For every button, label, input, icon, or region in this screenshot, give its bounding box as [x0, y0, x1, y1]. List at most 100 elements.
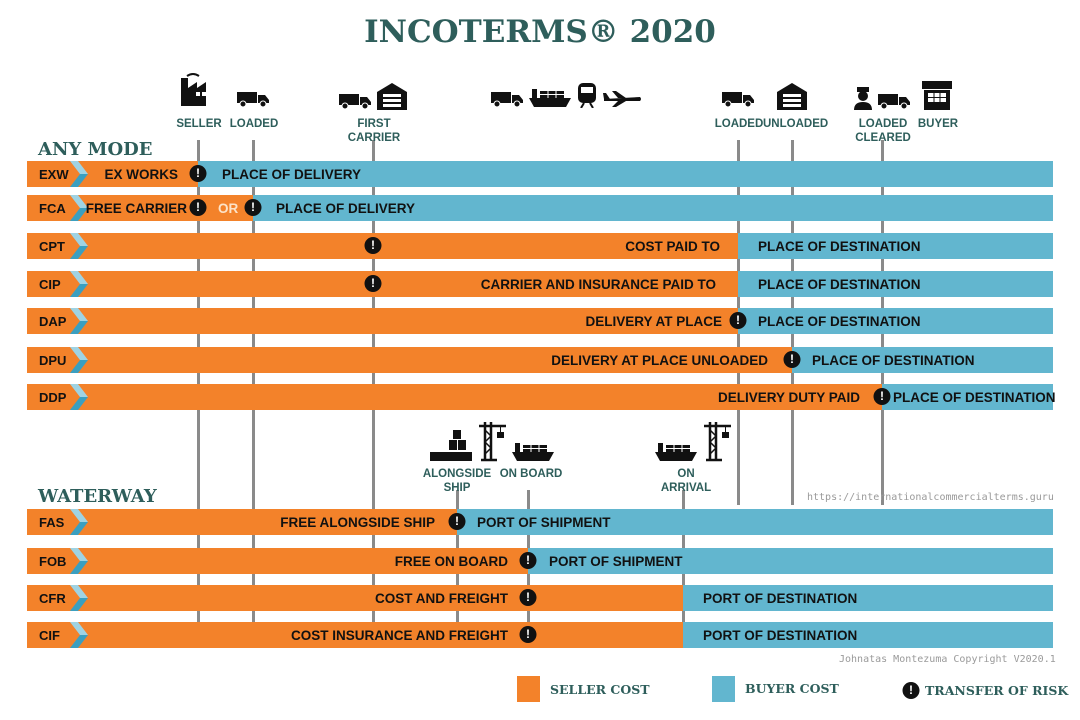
transfer-of-risk-icon: !	[364, 275, 382, 292]
seller-term-text: COST PAID TO	[625, 239, 720, 254]
seller-cost-segment	[27, 233, 738, 259]
seller-term-text: DELIVERY DUTY PAID	[717, 390, 860, 405]
seller-cost-segment	[27, 509, 457, 535]
term-row-fob: FOB FREE ON BOARD PORT OF SHIPMENT!	[27, 548, 1053, 574]
seller-cost-segment	[27, 195, 253, 221]
legend-risk-label: TRANSFER OF RISK	[925, 683, 1069, 698]
term-row-dap: DAP DELIVERY AT PLACE PLACE OF DESTINATION…	[27, 308, 1053, 334]
source-url: https://internationalcommercialterms.gur…	[807, 492, 1054, 503]
truck-icon	[236, 88, 270, 108]
buyer-term-text: PLACE OF DESTINATION	[758, 314, 921, 329]
transfer-of-risk-icon: !	[519, 552, 537, 569]
buyer-term-text: PLACE OF DELIVERY	[222, 167, 362, 182]
term-code: FCA	[39, 201, 66, 216]
milestone-label: ALONGSIDE SHIP	[422, 468, 492, 494]
truck-icon	[721, 88, 755, 108]
term-code: DDP	[39, 390, 67, 405]
milestone-label: ON ARRIVAL	[660, 468, 712, 494]
transfer-of-risk-icon: !	[244, 199, 262, 216]
buyer-term-text: PLACE OF DESTINATION	[758, 239, 921, 254]
milestone-label: ON BOARD	[499, 468, 563, 480]
seller-cost-segment	[27, 347, 792, 373]
transfer-of-risk-icon: !	[519, 589, 537, 606]
term-row-fas: FAS FREE ALONGSIDE SHIP PORT OF SHIPMENT!	[27, 509, 1053, 535]
transfer-of-risk-icon: !	[729, 312, 747, 329]
term-code: CIP	[39, 277, 61, 292]
seller-term-text: CARRIER AND INSURANCE PAID TO	[480, 277, 716, 292]
chevron-icon	[70, 585, 88, 611]
term-row-ddp: DDP DELIVERY DUTY PAID PLACE OF DESTINATIO…	[27, 384, 1056, 410]
chevron-icon	[70, 195, 88, 221]
buyer-term-text: PORT OF SHIPMENT	[477, 515, 611, 530]
page-title: INCOTERMS® 2020	[364, 14, 716, 50]
chevron-icon	[70, 384, 88, 410]
milestone-label: SELLER	[176, 118, 222, 130]
transfer-of-risk-icon: !	[783, 351, 801, 368]
seller-cost-segment	[27, 308, 738, 334]
milestone-label: LOADED CLEARED	[855, 118, 911, 144]
seller-term-text: DELIVERY AT PLACE	[585, 314, 722, 329]
term-row-dpu: DPU DELIVERY AT PLACE UNLOADED PLACE OF DE…	[27, 347, 1053, 373]
legend-risk-icon: !	[902, 682, 920, 699]
buyer-term-text: PLACE OF DESTINATION	[893, 390, 1056, 405]
chevron-icon	[70, 622, 88, 648]
transfer-of-risk-icon: !	[448, 513, 466, 530]
chevron-icon	[70, 308, 88, 334]
cargo-dock-crane-icon	[429, 420, 507, 462]
transfer-of-risk-icon: !	[519, 626, 537, 643]
buyer-term-text: PORT OF DESTINATION	[703, 628, 858, 643]
seller-term-text: DELIVERY AT PLACE UNLOADED	[551, 353, 768, 368]
chevron-icon	[70, 233, 88, 259]
seller-cost-segment	[27, 622, 683, 648]
chevron-icon	[70, 347, 88, 373]
seller-cost-segment	[27, 271, 738, 297]
section-waterway: WATERWAY	[38, 486, 157, 507]
legend-seller-swatch	[517, 676, 540, 702]
milestone-line	[252, 140, 255, 622]
seller-term-text: EX WORKS	[104, 167, 178, 182]
seller-term-text: FREE CARRIER	[85, 201, 187, 216]
transfer-of-risk-icon: !	[189, 199, 207, 216]
milestone-line	[197, 140, 200, 622]
milestone-line	[372, 140, 375, 622]
term-code: FAS	[39, 515, 65, 530]
milestone-label: FIRST CARRIER	[347, 118, 401, 144]
chevron-icon	[70, 271, 88, 297]
customs-officer-truck-icon	[853, 86, 911, 110]
legend-buyer-swatch	[712, 676, 735, 702]
transfer-of-risk-icon: !	[873, 388, 891, 405]
transfer-of-risk-icon: !	[189, 165, 207, 182]
term-code: EXW	[39, 167, 69, 182]
chevron-icon	[70, 161, 88, 187]
or-text: OR	[218, 201, 239, 216]
milestone-label: BUYER	[917, 118, 959, 130]
milestone-label: LOADED	[714, 118, 764, 130]
seller-term-text: COST INSURANCE AND FREIGHT	[290, 628, 508, 643]
chevron-icon	[70, 509, 88, 535]
chevron-icon	[70, 548, 88, 574]
ship-icon	[511, 440, 555, 462]
term-row-exw: EXW EX WORKS PLACE OF DELIVERY!	[27, 161, 1053, 187]
buyer-term-text: PLACE OF DELIVERY	[276, 201, 416, 216]
truck-warehouse-icon	[338, 82, 408, 110]
milestone-label: UNLOADED	[763, 118, 829, 130]
seller-cost-segment	[27, 548, 528, 574]
seller-term-text: FREE ALONGSIDE SHIP	[280, 515, 435, 530]
legend-buyer-label: BUYER COST	[745, 681, 839, 696]
term-code: CPT	[39, 239, 65, 254]
term-row-cip: CIP CARRIER AND INSURANCE PAID TO PLACE OF…	[27, 271, 1053, 297]
seller-term-text: FREE ON BOARD	[394, 554, 508, 569]
term-row-cpt: CPT COST PAID TO PLACE OF DESTINATION!	[27, 233, 1053, 259]
seller-cost-segment	[27, 384, 882, 410]
term-code: CFR	[39, 591, 66, 606]
term-code: DPU	[39, 353, 67, 368]
buyer-term-text: PORT OF DESTINATION	[703, 591, 858, 606]
seller-cost-segment	[27, 585, 683, 611]
transfer-of-risk-icon: !	[364, 237, 382, 254]
milestone-label: LOADED	[229, 118, 279, 130]
term-code: DAP	[39, 314, 67, 329]
seller-term-text: COST AND FREIGHT	[375, 591, 508, 606]
buyer-store-icon	[921, 80, 953, 110]
truck-ship-train-plane-icon	[490, 82, 642, 108]
